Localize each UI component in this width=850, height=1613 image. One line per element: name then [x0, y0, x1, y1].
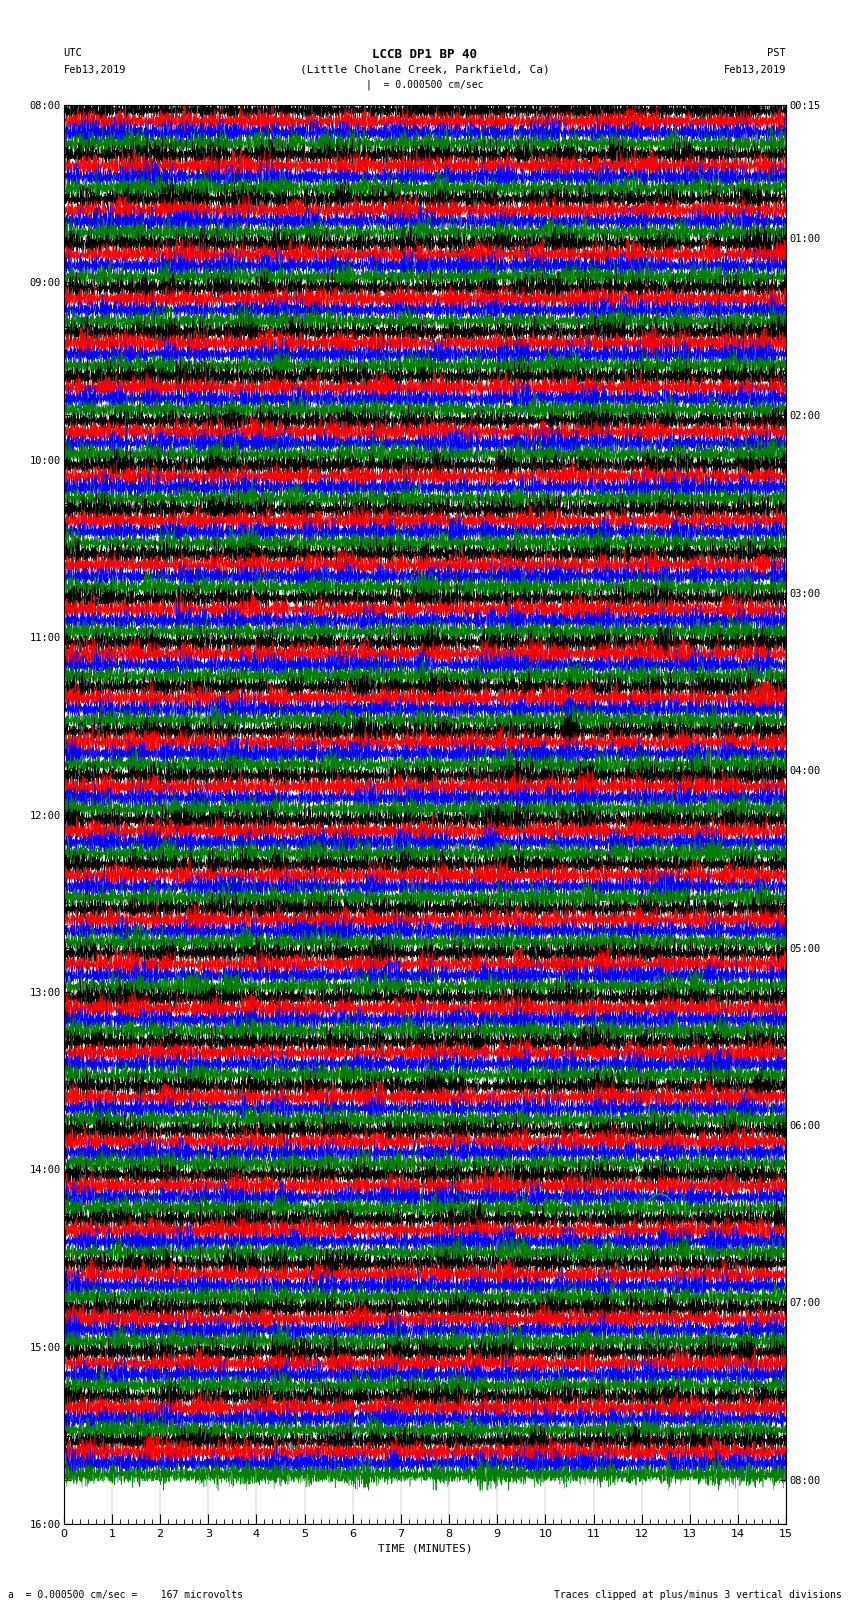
Text: PST: PST	[768, 48, 786, 58]
Text: LCCB DP1 BP 40: LCCB DP1 BP 40	[372, 48, 478, 61]
Text: Feb13,2019: Feb13,2019	[723, 65, 786, 74]
Text: UTC: UTC	[64, 48, 82, 58]
X-axis label: TIME (MINUTES): TIME (MINUTES)	[377, 1544, 473, 1553]
Text: Feb13,2019: Feb13,2019	[64, 65, 127, 74]
Text: |  = 0.000500 cm/sec: | = 0.000500 cm/sec	[366, 79, 484, 90]
Text: a  = 0.000500 cm/sec =    167 microvolts: a = 0.000500 cm/sec = 167 microvolts	[8, 1590, 243, 1600]
Text: Traces clipped at plus/minus 3 vertical divisions: Traces clipped at plus/minus 3 vertical …	[553, 1590, 842, 1600]
Text: (Little Cholane Creek, Parkfield, Ca): (Little Cholane Creek, Parkfield, Ca)	[300, 65, 550, 74]
